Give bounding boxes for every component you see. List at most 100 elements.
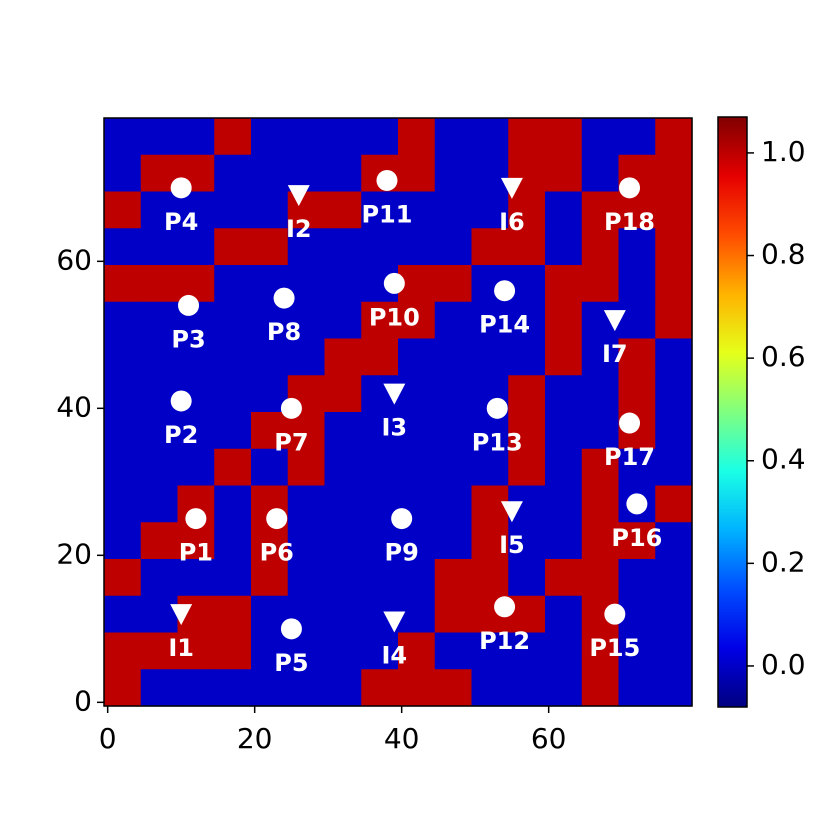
cell [361,118,399,156]
cell [324,375,362,413]
cell [618,375,656,413]
cell [177,448,215,487]
cell [214,265,252,303]
cell [398,595,436,634]
cell [471,338,509,376]
cell [140,559,179,597]
cell [508,118,546,156]
producer-marker [273,287,295,309]
cell [618,669,656,707]
cell [655,375,693,413]
cell [251,412,289,450]
cell [434,595,473,634]
cell [251,632,289,670]
point-label: P4 [164,208,198,236]
cell [140,632,179,670]
cell [618,191,656,229]
cell [545,522,583,560]
injector-marker [287,185,310,207]
cell [140,375,179,413]
cell [581,448,620,487]
map [104,118,693,707]
cell [214,632,252,670]
cell [618,522,656,560]
cell [214,522,252,560]
cell [324,118,362,156]
cell [287,559,326,597]
cell [471,632,509,670]
cell [655,191,693,229]
cell [104,559,142,597]
cell [104,669,142,707]
colorbar-tick-label: 0.8 [761,238,806,271]
point-label: P1 [179,539,213,567]
cell [655,118,693,156]
cell [471,154,509,193]
cell [140,412,179,450]
cell [251,448,289,487]
cell [581,118,620,156]
cell [177,559,215,597]
y-tick-label: 20 [56,537,92,570]
cell [140,338,179,376]
cell [655,448,693,487]
point-label: P15 [589,634,640,662]
cell [618,118,656,156]
cell [251,669,289,707]
cell [618,228,656,266]
cell [324,669,362,707]
cell [471,228,509,266]
producer-marker [619,177,641,199]
y-tick-label: 0 [74,684,92,717]
cell [545,228,583,266]
cell [398,228,436,266]
cell [471,191,509,229]
cell [104,412,142,450]
cell [655,522,693,560]
producer-marker [604,603,626,625]
cell [581,632,620,670]
point-label: P18 [604,208,655,236]
cell [324,338,362,376]
cell [471,559,509,597]
cell [251,118,289,156]
cell [434,559,473,597]
cell [104,595,142,634]
cell [508,559,546,597]
cell [251,228,289,266]
cell [140,448,179,487]
cell [104,154,142,193]
cell [287,522,326,560]
cell [581,338,620,376]
cell [214,118,252,156]
cell [471,301,509,340]
cell [214,669,252,707]
point-label: I3 [382,414,408,442]
cell [398,191,436,229]
cell [214,485,252,523]
overlay: 0 20 40 60 0 20 40 60 P1 P2 P3 P4 P5 P6 P7 P8 P9 P10 P11 P1… [56,116,806,755]
cell [655,228,693,266]
cell [324,559,362,597]
colorbar-tick-label: 1.0 [761,135,806,168]
cell [545,375,583,413]
cell [434,338,473,376]
cell [398,301,436,340]
cell [545,265,583,303]
injector-marker [170,604,193,626]
cell [581,375,620,413]
point-label: I5 [499,531,525,559]
cell [214,595,252,634]
cell [581,522,620,560]
cell [545,118,583,156]
cell [581,265,620,303]
cell [104,448,142,487]
cell [177,412,215,450]
cell [618,448,656,487]
cell [655,595,693,634]
cell [398,375,436,413]
producer-marker [178,294,200,316]
cell [104,338,142,376]
point-label: I2 [286,215,312,243]
